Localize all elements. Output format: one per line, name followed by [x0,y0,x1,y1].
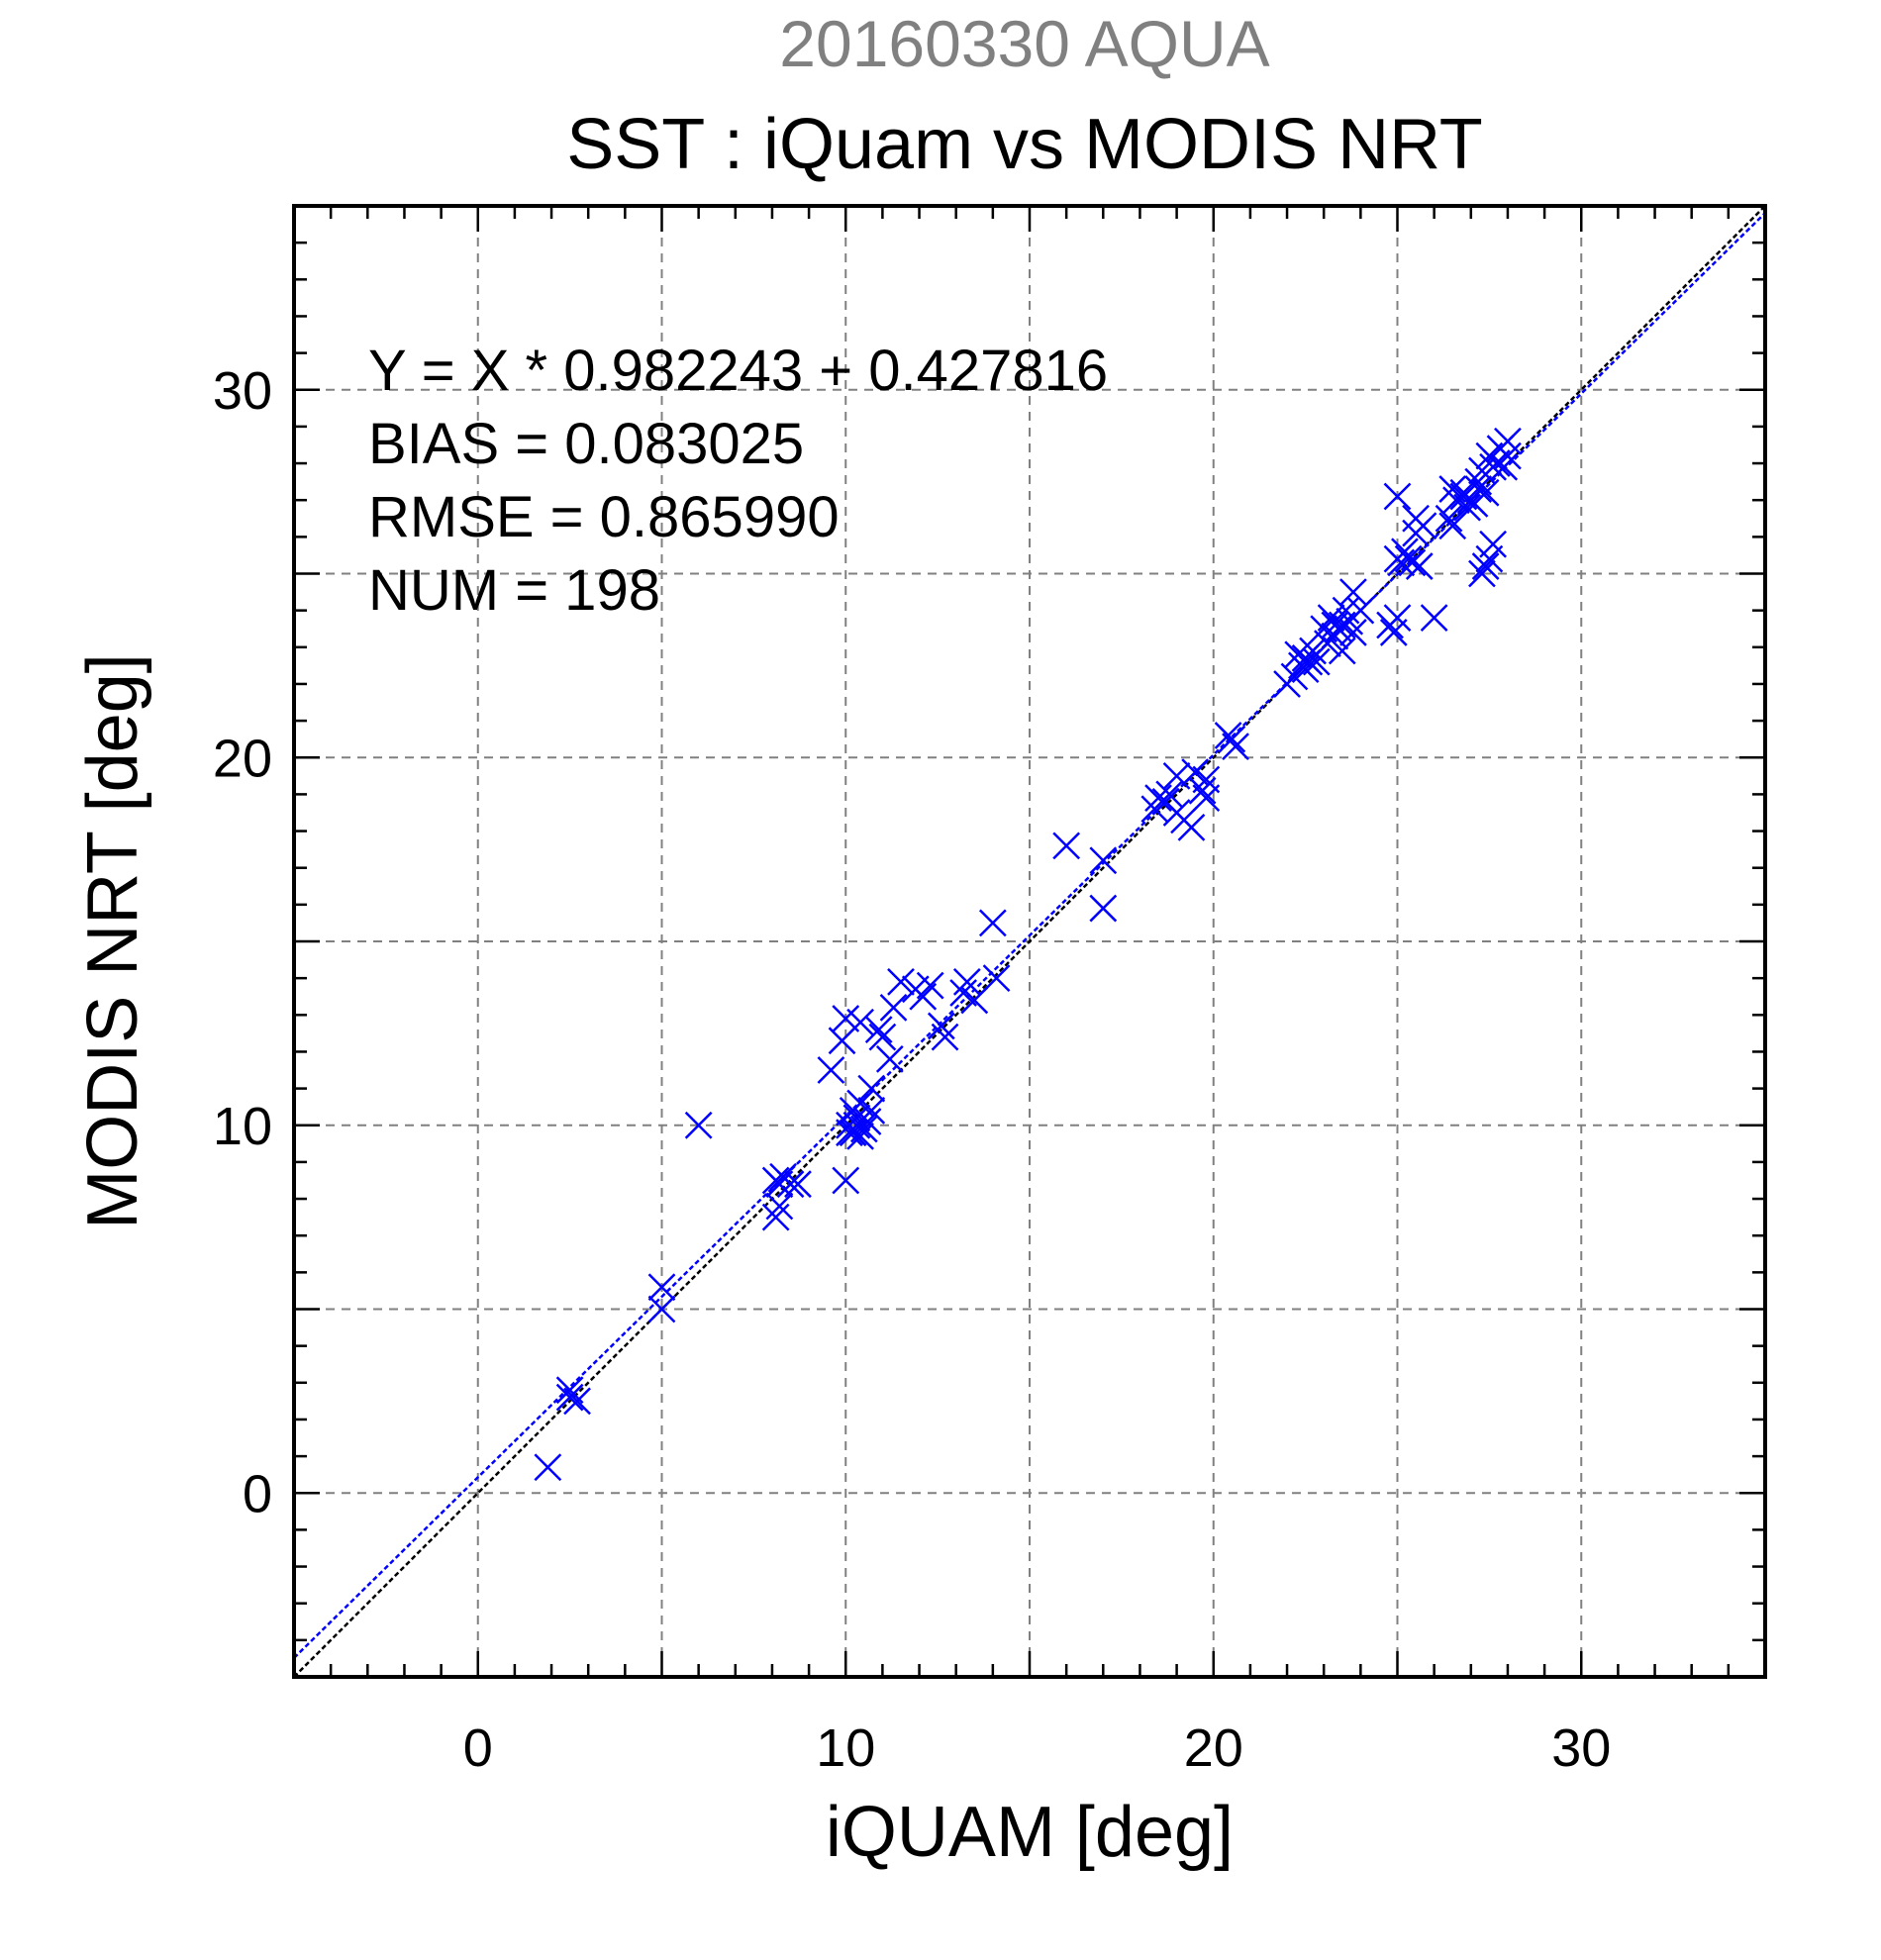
y-tick-label: 20 [213,729,272,788]
data-point [857,1074,886,1103]
data-point [879,993,908,1022]
x-tick-labels: 0 10 20 30 [463,1718,1612,1778]
x-tick-label: 0 [463,1718,493,1778]
data-point [1177,813,1206,841]
data-point [1332,596,1360,625]
fit-line [293,212,1766,1659]
data-point [1144,784,1172,812]
data-point [761,1203,790,1231]
data-point [1089,846,1118,875]
data-point [1339,578,1367,606]
x-tick-label: 10 [816,1718,875,1778]
data-point [1438,512,1467,540]
data-point [817,1056,845,1084]
data-point [864,1016,893,1044]
data-point [1052,832,1081,860]
data-point [647,1295,676,1323]
data-point [1464,475,1493,503]
data-point [952,967,981,996]
data-point [1464,467,1493,496]
data-point [1321,611,1349,639]
data-point [647,1273,676,1302]
data-point [1302,647,1331,676]
data-point [1468,559,1496,588]
data-point [1151,787,1180,816]
stat-bias: BIAS = 0.083025 [368,412,804,476]
data-point [1405,552,1434,580]
y-axis-label: MODIS NRT [deg] [73,653,152,1229]
data-point [1494,441,1522,470]
data-point [1155,780,1184,809]
x-tick-label: 20 [1184,1718,1243,1778]
data-point [846,1008,874,1036]
data-point [832,1166,860,1195]
data-point [684,1111,713,1139]
data-point [846,1123,874,1150]
data-points [534,427,1522,1482]
data-point [1339,619,1367,646]
fit-statistics: Y = X * 0.982243 + 0.427816 BIAS = 0.083… [368,339,1108,623]
data-point [857,1097,886,1125]
data-point [849,1115,878,1143]
data-point [1435,504,1463,533]
y-tick-label: 30 [213,361,272,421]
data-point [960,986,989,1015]
data-point [1162,761,1191,790]
stat-rmse: RMSE = 0.865990 [368,485,840,549]
stat-num: NUM = 198 [368,558,660,623]
x-tick-label: 30 [1551,1718,1611,1778]
data-point [1471,552,1500,580]
data-point [1479,530,1507,558]
data-point [1328,637,1356,665]
data-point [1383,482,1412,511]
data-point [555,1383,584,1412]
data-point [927,1012,955,1040]
y-tick-label: 10 [213,1097,272,1156]
data-point [1398,548,1427,577]
data-point [765,1192,794,1221]
plot-frame [292,204,1767,1679]
data-point [978,909,1007,937]
data-point [887,967,915,996]
data-point [1089,894,1118,923]
y-tick-label: 0 [243,1464,272,1523]
data-point [1420,604,1448,632]
data-point [563,1387,591,1416]
data-point [534,1453,562,1482]
chart-title: SST : iQuam vs MODIS NRT [566,105,1483,184]
data-point [1387,548,1416,577]
data-point [1192,765,1221,794]
data-point [1494,427,1522,455]
data-point [875,1044,904,1073]
data-point [1214,722,1242,749]
data-point [1383,604,1412,632]
y-tick-labels: 0 10 20 30 [213,361,272,1524]
data-point [868,1023,897,1051]
stat-fit-equation: Y = X * 0.982243 + 0.427816 [368,339,1108,403]
data-point [1453,493,1481,522]
data-point [1409,512,1437,540]
data-point [776,1170,805,1199]
data-point [1490,452,1519,481]
data-point [931,1023,959,1051]
grid-lines [294,206,1765,1677]
data-point [916,971,944,1000]
chart-supertitle: 20160330 AQUA [779,7,1269,80]
identity-line [293,205,1766,1678]
data-point [1346,596,1375,625]
data-point [1468,456,1496,485]
x-axis-label: iQUAM [deg] [826,1793,1234,1872]
data-point [765,1170,794,1199]
data-point [982,964,1011,993]
data-point [1188,776,1217,805]
regression-lines [293,205,1766,1678]
data-point [1299,637,1327,665]
data-point [853,1108,882,1135]
